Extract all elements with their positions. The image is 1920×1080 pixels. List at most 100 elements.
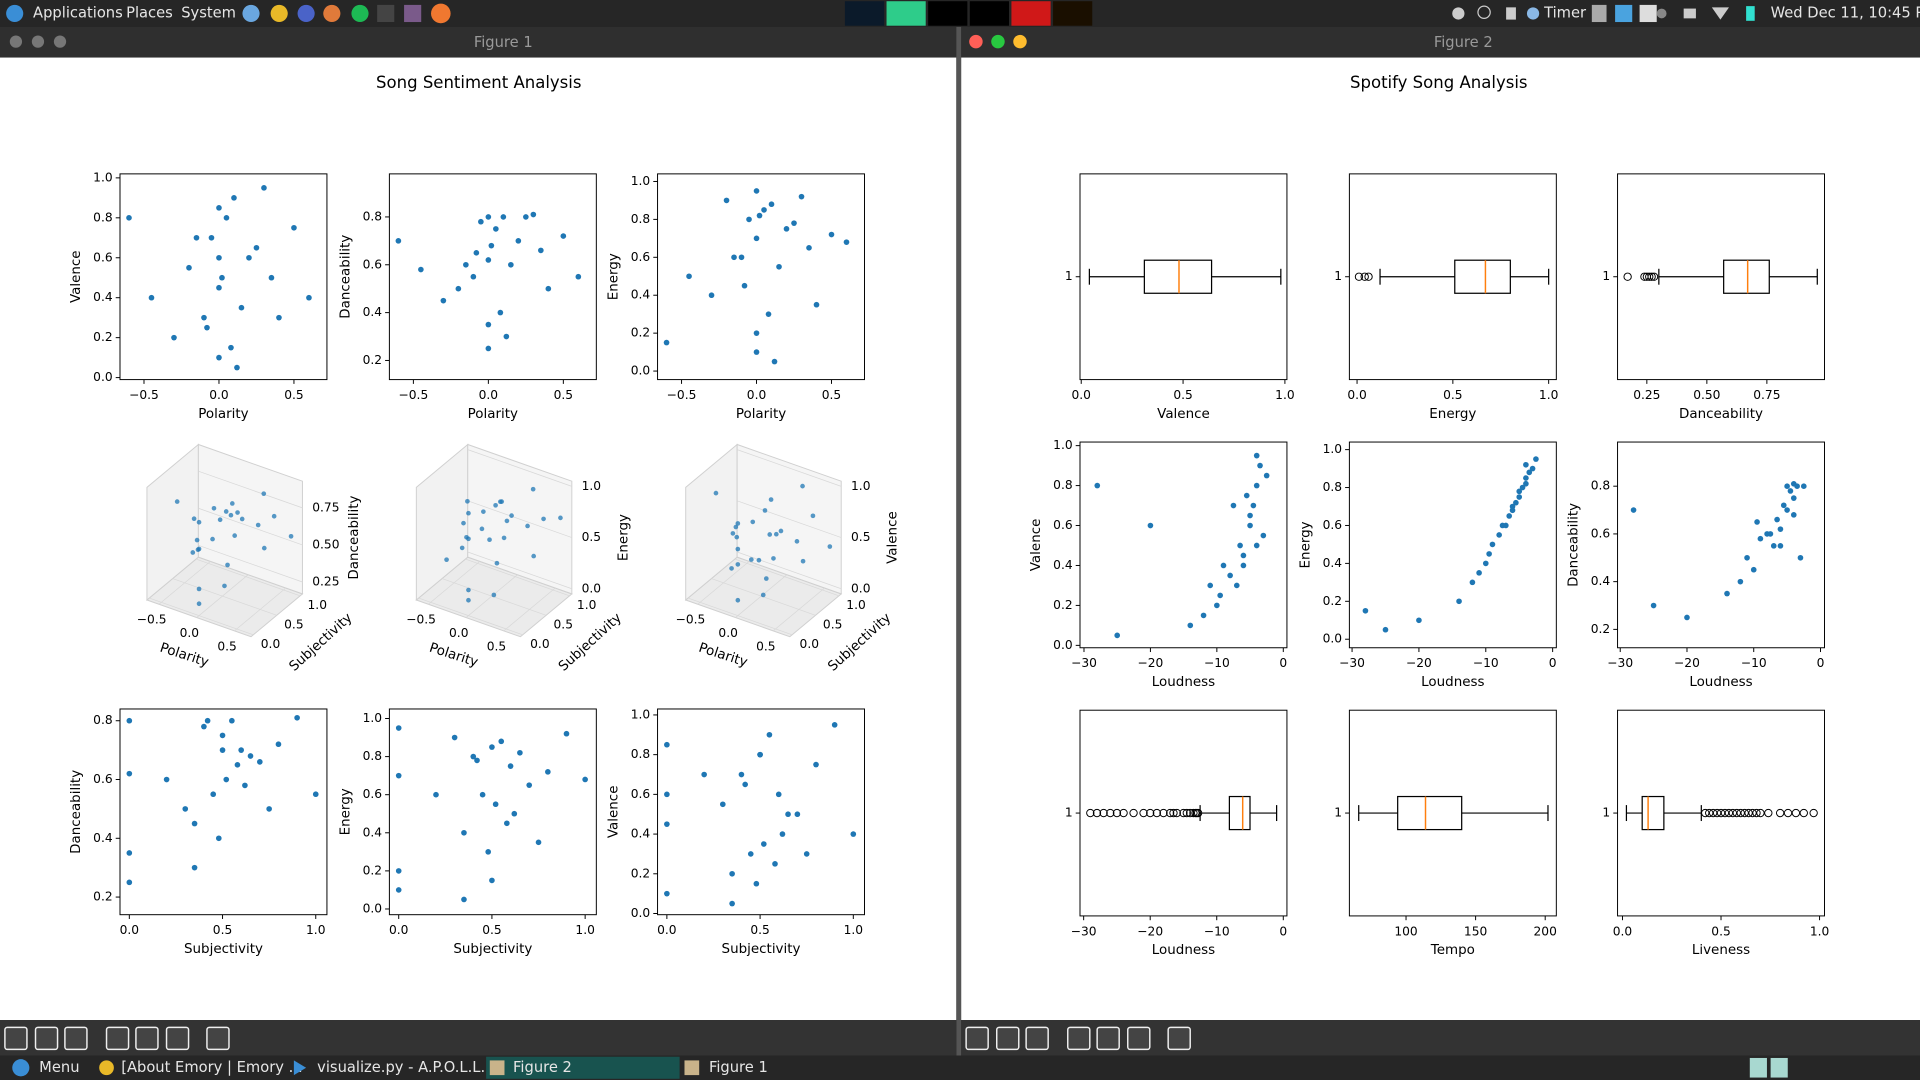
- data-point: [229, 501, 235, 506]
- launcher-icon[interactable]: [351, 4, 369, 23]
- window-button[interactable]: [31, 35, 45, 48]
- menu[interactable]: Applications: [33, 4, 123, 21]
- launcher-icon[interactable]: [270, 4, 288, 23]
- data-point: [525, 523, 530, 529]
- data-point: [813, 761, 819, 768]
- data-point: [210, 536, 215, 542]
- data-point: [291, 224, 297, 231]
- y-tick-label: 0.0: [530, 637, 549, 651]
- toolbar-button[interactable]: [206, 1026, 230, 1051]
- x-tick-label: 1.0: [1539, 388, 1558, 402]
- data-point: [1516, 488, 1523, 495]
- toolbar-button[interactable]: [996, 1026, 1020, 1051]
- flier: [1791, 808, 1801, 818]
- launcher-icon[interactable]: [404, 4, 422, 23]
- x-tick-label: 0.5: [487, 639, 506, 653]
- search-icon[interactable]: [1477, 5, 1491, 19]
- data-point: [491, 592, 497, 598]
- task-item[interactable]: [About Emory | Emory ...: [121, 1059, 302, 1076]
- x-tick-label: 0.50: [1693, 388, 1720, 402]
- x-tick-label: 0.0: [449, 626, 468, 640]
- data-point: [501, 535, 507, 541]
- launcher-icon[interactable]: [242, 4, 260, 23]
- data-point: [465, 498, 470, 504]
- workspace[interactable]: [1770, 1057, 1788, 1078]
- toolbar-button[interactable]: [1127, 1026, 1151, 1051]
- data-point: [395, 887, 402, 893]
- data-point: [1523, 475, 1529, 481]
- task-item[interactable]: Figure 1: [709, 1059, 768, 1076]
- data-point: [1220, 562, 1227, 569]
- y-tick-label: 1: [1065, 269, 1073, 283]
- flier: [1119, 808, 1128, 818]
- toolbar-button[interactable]: [1067, 1026, 1091, 1051]
- taskbar-logo[interactable]: [12, 1059, 30, 1077]
- toolbar-button[interactable]: [165, 1026, 190, 1051]
- launcher-icon[interactable]: [377, 4, 395, 23]
- window-button[interactable]: [969, 34, 983, 49]
- window-button[interactable]: [1013, 34, 1027, 49]
- toolbar-button[interactable]: [64, 1026, 88, 1051]
- flier: [1728, 808, 1738, 818]
- data-point: [194, 537, 200, 543]
- subplot: −30 −20 −10 0 Loudness 0.0 0.2 0.4 0.6 0.8 1.0 Ener…: [1298, 441, 1557, 690]
- menu[interactable]: System: [181, 4, 236, 21]
- data-point: [485, 849, 492, 855]
- data-point: [239, 516, 245, 522]
- window-button[interactable]: [991, 34, 1005, 49]
- subplot: 0.0 0.5 1.0 Energy 1: [1334, 173, 1558, 422]
- launcher-icon[interactable]: [323, 4, 341, 23]
- data-point: [1476, 570, 1482, 576]
- data-point: [451, 734, 458, 741]
- data-point: [1233, 582, 1240, 589]
- taskbar-menu[interactable]: Menu: [39, 1059, 79, 1076]
- data-point: [563, 730, 570, 737]
- tray-icon[interactable]: [1591, 4, 1607, 23]
- data-point: [708, 292, 715, 299]
- data-point: [768, 201, 775, 208]
- data-point: [466, 587, 471, 593]
- x-tick-label: 0.0: [120, 923, 139, 937]
- x-tick-label: −10: [1204, 924, 1230, 938]
- toolbar-button[interactable]: [4, 1026, 28, 1051]
- data-point: [1784, 483, 1790, 490]
- data-point: [204, 717, 211, 724]
- task-item[interactable]: visualize.py - A.P.O.L.L...: [317, 1059, 494, 1076]
- tray-icon[interactable]: [1615, 4, 1633, 23]
- data-point: [395, 772, 402, 779]
- tray-icon[interactable]: [1452, 7, 1465, 20]
- timer[interactable]: Timer: [1543, 4, 1587, 21]
- task-item[interactable]: Figure 2: [513, 1059, 572, 1076]
- toolbar-button[interactable]: [1096, 1026, 1120, 1051]
- clock[interactable]: Wed Dec 11, 10:45 PM: [1771, 4, 1920, 21]
- workspace[interactable]: [1749, 1057, 1767, 1078]
- toolbar-button[interactable]: [34, 1026, 59, 1051]
- toolbar-button[interactable]: [965, 1026, 989, 1051]
- flier: [1159, 808, 1168, 818]
- menu-logo[interactable]: [6, 4, 24, 23]
- y-grid: [195, 558, 301, 597]
- toolbar-button[interactable]: [1025, 1026, 1049, 1051]
- window-button[interactable]: [9, 35, 23, 48]
- toolbar-button[interactable]: [135, 1026, 159, 1051]
- y-grid: [172, 578, 277, 616]
- toolbar-button[interactable]: [105, 1026, 130, 1051]
- toolbar-button[interactable]: [1167, 1026, 1191, 1051]
- data-point: [208, 234, 215, 241]
- lock-icon[interactable]: [1506, 7, 1516, 20]
- data-point: [545, 769, 551, 775]
- data-point: [1260, 532, 1267, 539]
- axes-frame: [1079, 441, 1288, 649]
- wifi-icon[interactable]: [1711, 7, 1729, 20]
- launcher-icon[interactable]: [431, 3, 451, 24]
- x-tick-label: 0.0: [718, 626, 737, 640]
- window-button[interactable]: [53, 35, 67, 48]
- bluetooth-icon[interactable]: [1656, 8, 1667, 19]
- menu[interactable]: Places: [126, 4, 173, 21]
- z-grid: [198, 507, 303, 546]
- volume-icon[interactable]: [1683, 8, 1696, 19]
- launcher-icon[interactable]: [297, 4, 315, 23]
- tray-icon[interactable]: [1639, 4, 1657, 23]
- battery-icon[interactable]: [1746, 6, 1755, 21]
- data-point: [492, 801, 499, 808]
